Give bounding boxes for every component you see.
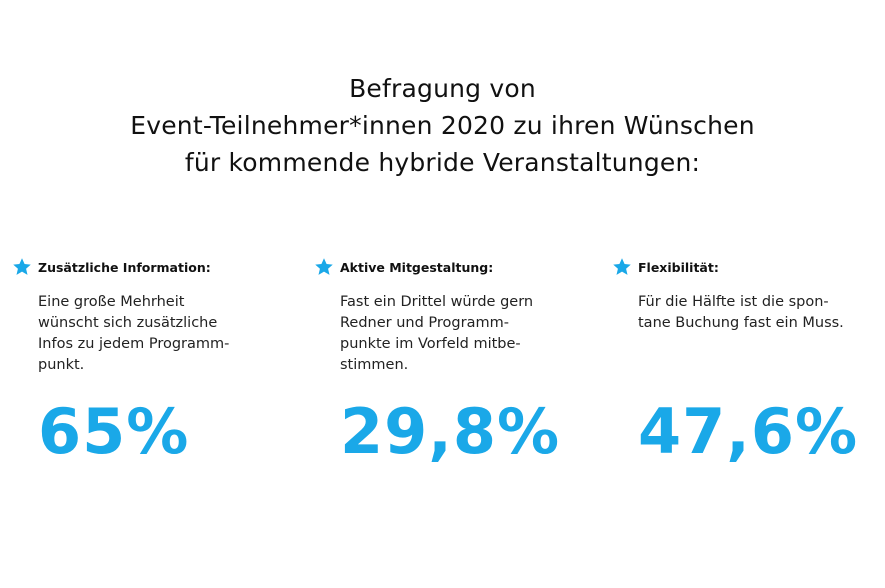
stat-column-participation: Aktive Mitgestaltung: Fast ein Drittel w…	[314, 256, 574, 468]
stat-value: 47,6%	[638, 395, 859, 468]
star-icon	[12, 257, 32, 277]
stat-column-information: Zusätzliche Information: Eine große Mehr…	[12, 256, 272, 468]
stat-value: 65%	[38, 395, 190, 468]
column-description: Für die Hälfte ist die spon- tane Buchun…	[638, 294, 844, 331]
title-line-1: Befragung von	[349, 74, 536, 103]
heading-label: Aktive Mitgestaltung:	[340, 259, 494, 275]
heading-label: Flexibilität:	[638, 259, 719, 275]
stat-value: 29,8%	[340, 395, 561, 468]
stat-column-flexibility: Flexibilität: Für die Hälfte ist die spo…	[612, 256, 872, 468]
star-icon	[314, 257, 334, 277]
heading-label: Zusätzliche Information:	[38, 259, 211, 275]
star-icon	[612, 257, 632, 277]
column-heading: Aktive Mitgestaltung:	[314, 256, 574, 278]
column-description: Fast ein Drittel würde gern Redner und P…	[340, 294, 534, 373]
title-line-2: Event-Teilnehmer*innen 2020 zu ihren Wün…	[130, 111, 755, 140]
page-title: Befragung von Event-Teilnehmer*innen 202…	[0, 70, 885, 181]
column-heading: Zusätzliche Information:	[12, 256, 272, 278]
column-description: Eine große Mehrheit wünscht sich zusätzl…	[38, 294, 230, 373]
column-heading: Flexibilität:	[612, 256, 872, 278]
title-line-3: für kommende hybride Veranstaltungen:	[184, 148, 701, 177]
